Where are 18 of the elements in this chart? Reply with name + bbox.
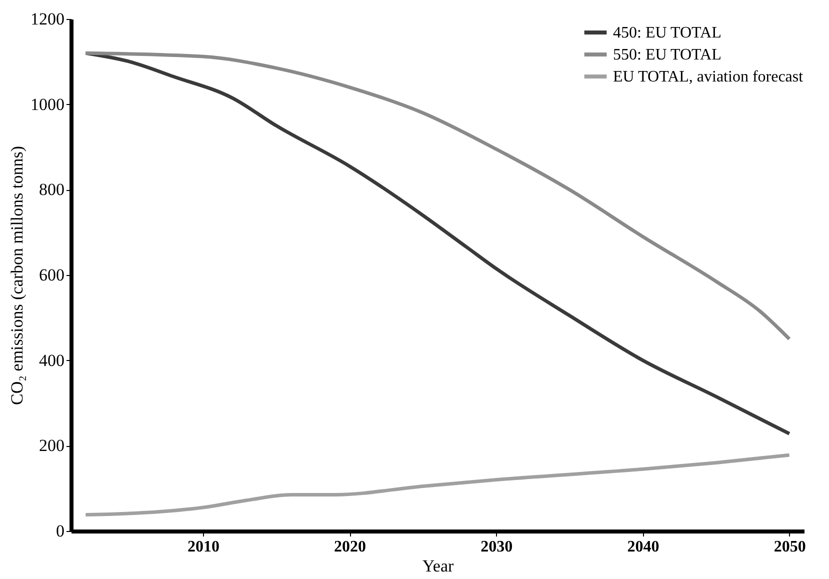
legend-label: EU TOTAL, aviation forecast <box>613 68 804 86</box>
y-tick-label: 200 <box>39 436 64 456</box>
legend-label: 450: EU TOTAL <box>613 24 722 42</box>
line-series <box>84 453 792 517</box>
y-tick-label: 400 <box>39 350 64 370</box>
x-axis-title: Year <box>422 556 454 576</box>
y-tick-label: 800 <box>39 180 64 200</box>
x-tick-label: 2030 <box>480 538 513 556</box>
legend-label: 550: EU TOTAL <box>613 46 722 64</box>
x-tick-label: 2040 <box>627 538 660 556</box>
y-tick-label: 0 <box>56 522 64 540</box>
x-tick-label: 2050 <box>774 538 806 556</box>
y-axis-title: CO₂ emissions (carbon millons tonns) <box>8 146 26 406</box>
y-tick-label: 1000 <box>30 94 64 114</box>
y-tick-label: 600 <box>39 266 64 284</box>
x-tick-label: 2010 <box>187 538 220 556</box>
y-tick-label: 1200 <box>30 10 64 28</box>
x-tick-label: 2020 <box>334 538 366 556</box>
